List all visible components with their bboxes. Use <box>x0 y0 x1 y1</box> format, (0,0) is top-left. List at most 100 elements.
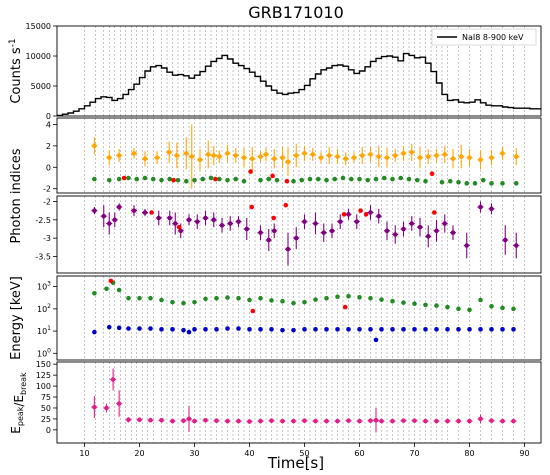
data-point <box>434 303 439 308</box>
data-point <box>511 327 516 332</box>
data-point <box>324 295 329 301</box>
y-tick-label: 4 <box>46 120 51 129</box>
y-axis-label-ratio: Epeak/Ebreak <box>9 372 28 434</box>
data-point <box>150 176 156 182</box>
panels: 0 5000 10000 15000 NaI8 8-900 keV -2 0 2 4 -2 -2.5… <box>8 22 542 458</box>
data-point <box>225 295 230 300</box>
data-point <box>266 176 272 182</box>
y-axis-label-energy: Energy [keV] <box>9 276 24 360</box>
data-point <box>489 304 494 309</box>
data-point <box>439 179 445 185</box>
y-tick-label: 150 <box>36 360 51 369</box>
series-1 <box>91 201 520 266</box>
data-point <box>302 327 307 332</box>
data-point <box>283 202 289 208</box>
data-point <box>159 327 164 332</box>
data-point <box>412 301 417 307</box>
data-point <box>248 169 253 174</box>
data-point <box>203 327 208 332</box>
x-tick-label: 90 <box>519 449 529 458</box>
data-point <box>269 298 274 303</box>
data-point <box>299 177 305 183</box>
data-point <box>192 299 197 305</box>
data-point <box>489 327 494 332</box>
data-point <box>116 325 122 331</box>
x-tick-label: 20 <box>134 449 144 458</box>
data-point <box>126 326 131 331</box>
data-point <box>390 176 395 182</box>
data-point <box>214 295 219 301</box>
data-point <box>346 293 351 299</box>
panel-counts: 0 5000 10000 15000 NaI8 8-900 keV <box>26 22 542 121</box>
x-tick-label: 70 <box>409 449 419 458</box>
data-point <box>467 307 472 313</box>
data-point <box>381 175 387 181</box>
y-tick-label: 2 <box>46 142 51 151</box>
data-point <box>233 176 239 182</box>
data-point <box>121 175 127 181</box>
data-point <box>203 296 208 302</box>
data-point <box>445 304 450 310</box>
panel-energy: 100 101 102 103 <box>37 275 542 361</box>
data-point <box>148 326 153 331</box>
legend-label: NaI8 8-900 keV <box>462 33 524 42</box>
data-point <box>200 176 206 182</box>
data-point <box>271 215 277 221</box>
data-point <box>225 177 230 183</box>
y-tick-label: 100 <box>37 347 51 358</box>
x-tick-label: 80 <box>464 449 474 458</box>
data-point <box>434 327 439 332</box>
data-point <box>116 176 122 182</box>
data-point <box>341 212 347 217</box>
y-tick-label: 0 <box>46 426 51 435</box>
data-point <box>357 176 362 182</box>
data-point <box>406 176 412 182</box>
data-point <box>368 295 373 301</box>
data-point <box>167 176 173 182</box>
data-point <box>92 291 97 296</box>
data-point <box>249 204 254 210</box>
data-point <box>500 327 505 332</box>
data-point <box>357 295 362 300</box>
y-tick-label: 103 <box>37 281 51 292</box>
data-point <box>92 329 97 335</box>
data-point <box>270 173 275 179</box>
data-point <box>398 175 404 181</box>
panel-frame <box>56 361 542 444</box>
y-tick-label: -3.5 <box>35 253 51 262</box>
y-tick-label: -2 <box>43 185 51 194</box>
x-tick-label: 40 <box>244 449 254 458</box>
data-point <box>456 327 461 332</box>
y-tick-label: -2 <box>43 198 51 207</box>
data-point <box>412 327 417 332</box>
data-point <box>363 212 369 217</box>
data-point <box>423 327 428 332</box>
data-point <box>214 327 219 332</box>
data-point <box>183 178 189 184</box>
data-point <box>332 176 338 182</box>
x-axis-label: Time[s] <box>267 454 324 472</box>
series-1 <box>91 368 517 433</box>
data-point <box>379 297 384 302</box>
data-point <box>373 176 379 182</box>
y-tick-label: 75 <box>41 393 51 402</box>
step-line <box>57 52 541 117</box>
data-point <box>302 299 307 305</box>
data-point <box>432 210 437 215</box>
data-point <box>192 327 197 332</box>
data-point <box>236 326 241 331</box>
data-point <box>134 176 140 182</box>
data-point <box>126 175 131 181</box>
data-point <box>181 300 186 306</box>
data-point <box>106 324 112 330</box>
data-point <box>456 306 461 312</box>
series-1 <box>92 280 516 313</box>
data-point <box>92 176 97 182</box>
data-point <box>186 329 192 335</box>
data-point <box>170 299 175 305</box>
data-point <box>181 327 186 333</box>
data-point <box>106 177 112 183</box>
data-point <box>149 210 154 215</box>
data-point <box>126 295 131 301</box>
data-point <box>472 181 478 186</box>
